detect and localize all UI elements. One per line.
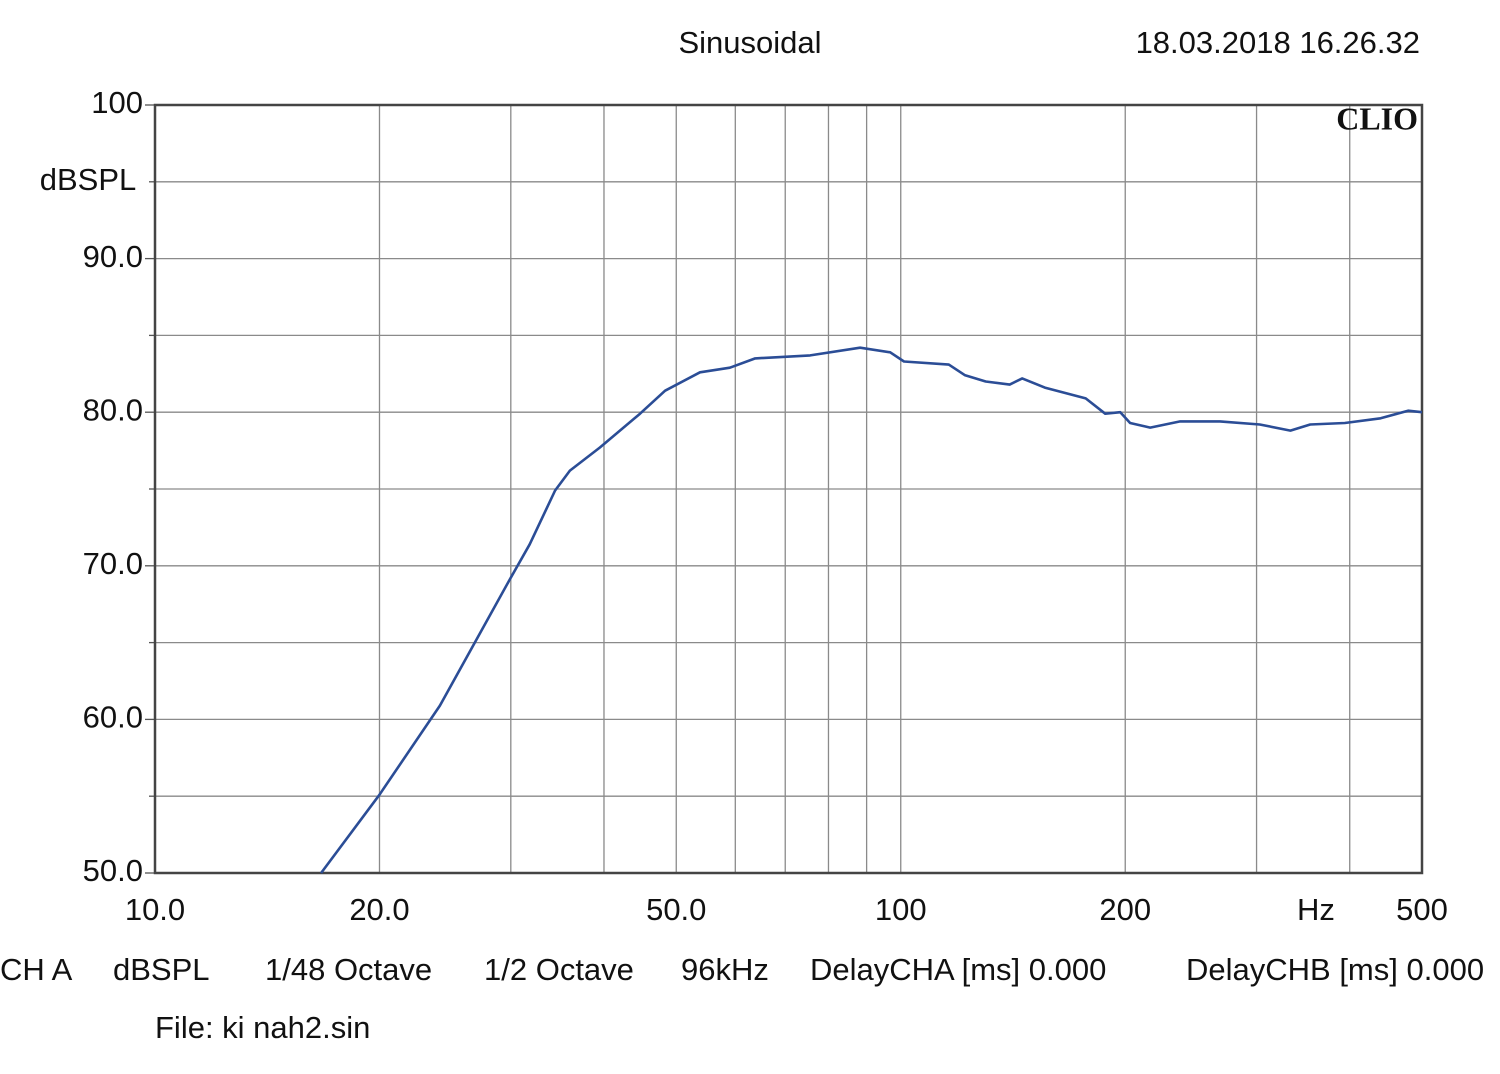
footer-item: DelayCHB [ms] 0.000	[1186, 952, 1484, 987]
footer-item: CH A	[0, 952, 73, 987]
y-tick-label: 50.0	[83, 853, 143, 888]
plot-frame	[153, 103, 1424, 875]
brand: CLIO	[1336, 100, 1418, 136]
y-tick-label: 100	[91, 85, 143, 120]
timestamp: 18.03.2018 16.26.32	[1136, 25, 1420, 60]
footer-item: 1/48 Octave	[265, 952, 432, 987]
footer-item: dBSPL	[113, 952, 210, 987]
x-tick-label: 20.0	[349, 892, 409, 927]
x-tick-label: 50.0	[646, 892, 706, 927]
footer-item: DelayCHA [ms] 0.000	[810, 952, 1106, 987]
footer-item: 1/2 Octave	[484, 952, 634, 987]
footer-item: 96kHz	[681, 952, 769, 987]
y-tick-label: 60.0	[83, 700, 143, 735]
x-tick-label: 200	[1099, 892, 1151, 927]
response-line	[320, 346, 1423, 874]
x-axis-label: Hz	[1297, 892, 1335, 927]
y-tick-label: 80.0	[83, 392, 143, 427]
x-tick-label: 10.0	[125, 892, 185, 927]
file-name: File: ki nah2.sin	[155, 1010, 370, 1045]
y-tick-label: 70.0	[83, 546, 143, 581]
x-tick-label: 100	[875, 892, 927, 927]
chart-title: Sinusoidal	[678, 25, 821, 60]
y-axis-label: dBSPL	[40, 162, 137, 197]
x-tick-label: 500	[1396, 892, 1448, 927]
y-tick-label: 90.0	[83, 239, 143, 274]
